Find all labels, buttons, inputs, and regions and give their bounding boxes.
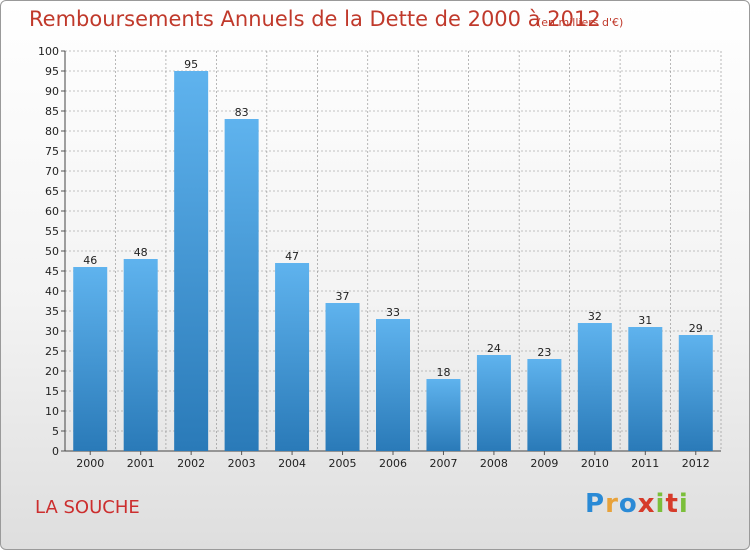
y-tick-label: 15 [45,385,59,398]
data-label: 95 [184,58,198,71]
data-label: 33 [386,306,400,319]
x-tick-label: 2005 [329,457,357,470]
y-tick-label: 10 [45,405,59,418]
data-label: 29 [689,322,703,335]
y-tick-label: 50 [45,245,59,258]
y-tick-label: 0 [52,445,59,458]
bar-2002 [174,71,209,451]
y-tick-label: 80 [45,125,59,138]
x-tick-label: 2000 [76,457,104,470]
bar-2007 [426,379,461,451]
bar-2008 [476,355,511,451]
logo-letter: i [678,489,689,519]
data-label: 24 [487,342,501,355]
data-label: 83 [235,106,249,119]
logo-letter: i [655,489,666,519]
y-tick-label: 95 [45,65,59,78]
location-label: LA SOUCHE [35,497,140,518]
bar-2010 [577,323,612,451]
data-label: 32 [588,310,602,323]
x-tick-label: 2011 [631,457,659,470]
y-tick-label: 70 [45,165,59,178]
y-tick-label: 100 [38,45,59,58]
y-tick-label: 90 [45,85,59,98]
bars [73,71,713,451]
data-label: 47 [285,250,299,263]
bar-2005 [325,303,360,451]
x-tick-label: 2003 [228,457,256,470]
data-label: 31 [638,314,652,327]
y-tick-label: 60 [45,205,59,218]
x-tick-label: 2002 [177,457,205,470]
logo-letter: o [618,489,638,519]
y-tick-label: 55 [45,225,59,238]
bar-2006 [376,319,410,451]
y-tick-label: 65 [45,185,59,198]
y-tick-label: 75 [45,145,59,158]
y-tick-label: 20 [45,365,59,378]
x-tick-label: 2007 [429,457,457,470]
y-tick-label: 35 [45,305,59,318]
proxiti-logo[interactable]: Proxiti [585,489,689,519]
bar-2004 [275,263,310,451]
logo-letter: r [605,489,619,519]
logo-letter: P [585,489,606,519]
x-tick-label: 2001 [127,457,155,470]
x-tick-label: 2010 [581,457,609,470]
x-tick-label: 2009 [530,457,558,470]
bar-2003 [224,119,259,451]
logo-letter: x [637,489,656,519]
data-label: 37 [336,290,350,303]
x-tick-label: 2012 [682,457,710,470]
data-label: 18 [436,366,450,379]
bar-2009 [527,359,562,451]
x-tick-label: 2006 [379,457,407,470]
bar-2011 [628,327,663,451]
y-tick-label: 30 [45,325,59,338]
data-label: 46 [83,254,97,267]
bar-2001 [123,259,158,451]
y-tick-label: 5 [52,425,59,438]
chart-title: Remboursements Annuels de la Dette de 20… [29,7,601,31]
chart-subtitle: (en milliers d'€) [537,16,624,29]
data-labels: 46 48 95 83 47 37 33 18 24 23 32 31 29 [83,58,703,379]
y-tick-label: 40 [45,285,59,298]
x-tick-label: 2008 [480,457,508,470]
data-label: 23 [537,346,551,359]
y-tick-label: 85 [45,105,59,118]
axes: 0 5 10 15 20 25 30 35 40 45 50 55 60 65 70 75 80 85 90 95 10… [38,45,721,470]
bar-2012 [678,335,713,451]
bar-2000 [73,267,108,451]
data-label: 48 [134,246,148,259]
x-tick-label: 2004 [278,457,306,470]
y-tick-label: 25 [45,345,59,358]
y-tick-label: 45 [45,265,59,278]
logo-letter: t [665,489,679,519]
